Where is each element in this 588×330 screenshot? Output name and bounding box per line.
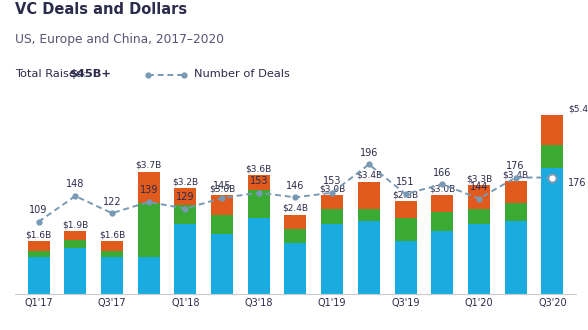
Bar [468,224,490,294]
Bar [321,224,343,294]
Text: $45B+: $45B+ [69,69,111,79]
Bar [505,203,527,221]
Text: $3.7B: $3.7B [136,161,162,170]
Text: 129: 129 [176,192,195,202]
Bar [358,182,380,209]
Text: 176: 176 [506,161,525,171]
Bar [395,218,416,241]
Text: VC Deals and Dollars: VC Deals and Dollars [15,2,187,16]
Bar [138,172,160,203]
Text: 122: 122 [103,197,121,207]
Bar [175,205,196,224]
Text: 176: 176 [568,178,586,188]
Text: US, Europe and China, 2017–2020: US, Europe and China, 2017–2020 [15,33,223,46]
Bar [28,257,49,294]
Text: 196: 196 [360,148,378,158]
Text: $3.0B: $3.0B [319,184,345,193]
Text: 139: 139 [139,185,158,195]
Bar [248,175,270,190]
Text: $1.9B: $1.9B [62,220,88,229]
Text: $5.4B: $5.4B [568,105,588,114]
Bar [101,251,123,257]
Bar [395,201,416,218]
Text: $3.2B: $3.2B [172,178,198,186]
Bar [285,229,306,243]
Bar [64,248,86,294]
Text: 148: 148 [66,180,85,189]
Bar [358,221,380,294]
Bar [64,231,86,240]
Text: 144: 144 [470,182,488,192]
Bar [285,214,306,229]
Bar [211,234,233,294]
Bar [101,257,123,294]
Text: 153: 153 [249,176,268,186]
Bar [468,209,490,224]
Text: 153: 153 [323,176,342,186]
Bar [505,182,527,203]
Text: $1.6B: $1.6B [99,230,125,239]
Bar [431,195,453,212]
Bar [248,218,270,294]
Bar [542,145,563,168]
Text: $3.4B: $3.4B [503,171,529,180]
Text: $2.4B: $2.4B [282,204,309,213]
Bar [211,195,233,214]
Bar [321,195,343,209]
Text: Number of Deals: Number of Deals [194,69,290,79]
Bar [285,243,306,294]
Bar [542,168,563,294]
Text: $3.0B: $3.0B [209,184,235,193]
Bar [138,257,160,294]
Text: $2.8B: $2.8B [393,191,419,200]
Bar [542,115,563,145]
Bar [28,251,49,257]
Bar [175,188,196,205]
Text: 146: 146 [286,181,305,191]
Text: 109: 109 [29,205,48,215]
Text: $3.4B: $3.4B [356,171,382,180]
Bar [468,185,490,209]
Bar [505,221,527,294]
Bar [431,212,453,231]
Bar [321,209,343,224]
Bar [248,190,270,218]
Bar [175,224,196,294]
Bar [28,241,49,251]
Text: 145: 145 [213,182,231,191]
Text: $1.6B: $1.6B [25,230,52,239]
Bar [431,231,453,294]
Text: $3.3B: $3.3B [466,174,492,183]
Bar [211,214,233,234]
Bar [101,241,123,251]
Text: 166: 166 [433,168,452,178]
Text: Total Raised:: Total Raised: [15,69,91,79]
Text: 151: 151 [396,178,415,187]
Bar [64,240,86,248]
Text: $3.0B: $3.0B [429,184,455,193]
Text: $3.6B: $3.6B [246,164,272,173]
Bar [395,241,416,294]
Bar [358,209,380,221]
Bar [138,203,160,257]
